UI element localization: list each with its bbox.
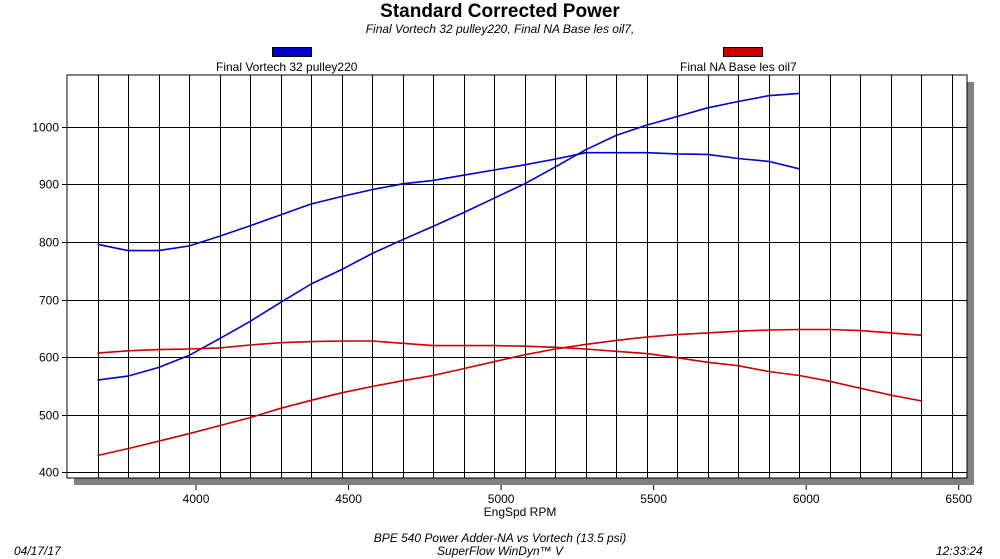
y-tick-label: 700 bbox=[39, 294, 59, 308]
x-tick-label: 4500 bbox=[335, 492, 362, 506]
x-tick-label: 4000 bbox=[183, 492, 210, 506]
y-tick-label: 1000 bbox=[32, 121, 59, 135]
chart-subtitle: Final Vortech 32 pulley220, Final NA Bas… bbox=[365, 22, 635, 36]
y-tick-label: 400 bbox=[39, 466, 59, 480]
legend-label-na-base: Final NA Base les oil7 bbox=[680, 60, 797, 74]
x-axis-label: EngSpd RPM bbox=[484, 505, 557, 519]
y-tick-label: 600 bbox=[39, 351, 59, 365]
y-tick-label: 500 bbox=[39, 409, 59, 423]
footer-time: 12:33:24 bbox=[936, 544, 983, 558]
series-line-4 bbox=[97, 340, 922, 402]
y-tick-label: 800 bbox=[39, 236, 59, 250]
x-tick-label: 5500 bbox=[640, 492, 667, 506]
series-line-2 bbox=[97, 151, 800, 252]
legend-swatch-vortech bbox=[272, 47, 312, 57]
footer-software: SuperFlow WinDyn™ V bbox=[437, 544, 563, 558]
chart-title: Standard Corrected Power bbox=[380, 1, 620, 22]
footer-date: 04/17/17 bbox=[14, 544, 61, 558]
series-line-3 bbox=[97, 328, 922, 457]
y-tick-label: 900 bbox=[39, 178, 59, 192]
footer-test-name: BPE 540 Power Adder-NA vs Vortech (13.5 … bbox=[373, 531, 627, 545]
x-tick-label: 6500 bbox=[945, 492, 972, 506]
series-line-1 bbox=[97, 92, 800, 381]
legend-label-vortech: Final Vortech 32 pulley220 bbox=[216, 60, 358, 74]
plot-area bbox=[66, 74, 968, 479]
x-tick-label: 6000 bbox=[793, 492, 820, 506]
x-tick-label: 5000 bbox=[488, 492, 515, 506]
legend-swatch-na-base bbox=[723, 47, 763, 57]
